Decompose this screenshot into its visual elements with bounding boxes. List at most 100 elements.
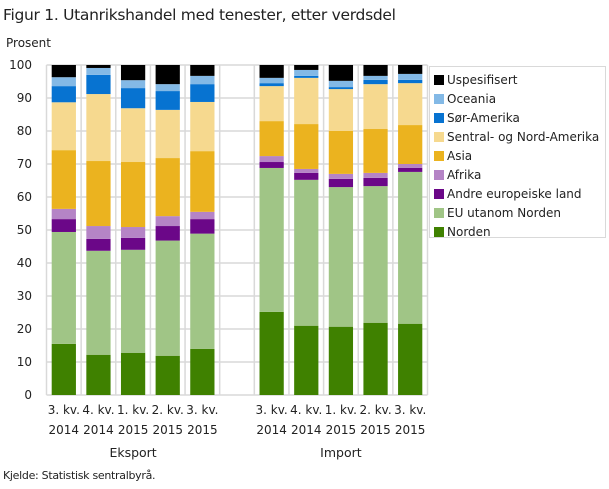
bar-segment-afrika <box>398 164 423 168</box>
bar-segment-asia <box>190 151 215 212</box>
bar-segment-norden <box>86 354 111 395</box>
legend-label: Andre europeiske land <box>447 186 582 201</box>
bar-segment-afrika <box>120 227 146 238</box>
legend: Uspesifisert Oceania Sør-Amerika Sentral- o… <box>429 66 606 241</box>
y-tick-label: 30 <box>17 289 32 303</box>
bar-segment-sentral-og-nord-amerika <box>190 101 215 152</box>
x-tick-label-quarter: 1. kv. <box>117 403 149 417</box>
bar-segment-asia <box>86 161 111 227</box>
bar-segment-andre-europeiske-land <box>86 238 111 251</box>
bar-segment-sentral-og-nord-amerika <box>363 84 388 130</box>
bar-segment-sør-amerika <box>86 74 111 95</box>
bar-segment-sentral-og-nord-amerika <box>294 77 319 125</box>
bar-segment-uspesifisert <box>155 65 180 85</box>
legend-item: Asia <box>430 146 605 165</box>
bar-segment-andre-europeiske-land <box>155 226 180 241</box>
bar-segment-andre-europeiske-land <box>51 219 76 232</box>
bar-segment-uspesifisert <box>259 65 284 78</box>
x-tick-label-quarter: 3. kv. <box>186 403 218 417</box>
legend-item: Uspesifisert <box>430 70 605 89</box>
legend-item: Norden <box>430 222 605 241</box>
y-axis-label: Prosent <box>6 36 51 50</box>
bar-segment-andre-europeiske-land <box>363 177 388 187</box>
bar-segment-afrika <box>190 211 215 220</box>
x-tick-label-quarter: 3. kv. <box>256 403 288 417</box>
x-tick-label-year: 2015 <box>326 423 357 437</box>
bar-segment-sør-amerika <box>120 88 146 109</box>
bars <box>51 65 423 395</box>
legend-label: Oceania <box>447 91 497 106</box>
legend-swatch <box>434 112 444 123</box>
x-tick-label-year: 2015 <box>360 423 391 437</box>
x-tick-label-quarter: 1. kv. <box>325 403 357 417</box>
legend-label: Uspesifisert <box>447 72 518 87</box>
bar-segment-oceania <box>155 84 180 92</box>
bar-segment-eu-utanom-norden <box>190 233 215 349</box>
legend-swatch <box>434 74 444 85</box>
bar-segment-norden <box>398 323 423 395</box>
bar-segment-eu-utanom-norden <box>363 186 388 323</box>
x-tick-label-year: 2014 <box>83 423 114 437</box>
bar-segment-sentral-og-nord-amerika <box>328 89 354 131</box>
x-tick-label-quarter: 2. kv. <box>359 403 391 417</box>
bar-segment-sør-amerika <box>328 87 354 90</box>
bar-segment-sør-amerika <box>51 86 76 103</box>
x-tick-label-year: 2014 <box>256 423 287 437</box>
bar-segment-oceania <box>328 80 354 88</box>
bar-segment-andre-europeiske-land <box>328 178 354 188</box>
bar-segment-andre-europeiske-land <box>398 167 423 172</box>
bar-segment-norden <box>120 352 146 395</box>
y-tick-label: 20 <box>17 322 32 336</box>
y-tick-label: 70 <box>17 157 32 171</box>
bar-segment-sør-amerika <box>259 83 284 87</box>
bar-segment-sentral-og-nord-amerika <box>86 94 111 162</box>
bar-segment-eu-utanom-norden <box>259 167 284 312</box>
legend-label: EU utanom Norden <box>447 205 561 220</box>
x-tick-label-year: 2015 <box>395 423 426 437</box>
bar-segment-norden <box>328 326 354 395</box>
x-tick-label-year: 2015 <box>118 423 149 437</box>
x-tick-label-quarter: 3. kv. <box>48 403 80 417</box>
x-tick-label-quarter: 2. kv. <box>152 403 184 417</box>
x-group-label: Import <box>320 445 362 460</box>
y-tick-label: 60 <box>17 190 32 204</box>
bar-segment-norden <box>155 355 180 395</box>
bar-segment-eu-utanom-norden <box>120 249 146 353</box>
bar-segment-asia <box>155 158 180 217</box>
bar-segment-sør-amerika <box>155 91 180 110</box>
bar-segment-asia <box>398 125 423 164</box>
bar-segment-uspesifisert <box>51 65 76 78</box>
bar-segment-norden <box>51 343 76 395</box>
x-group-label: Eksport <box>109 445 156 460</box>
bar-segment-eu-utanom-norden <box>398 171 423 324</box>
bar-segment-sør-amerika <box>190 84 215 102</box>
bar-segment-uspesifisert <box>294 65 319 70</box>
bar-segment-oceania <box>86 67 111 75</box>
bar-segment-asia <box>120 162 146 228</box>
bar-segment-afrika <box>86 226 111 239</box>
x-tick-label-year: 2014 <box>291 423 322 437</box>
legend-swatch <box>434 207 444 218</box>
legend-label: Sentral- og Nord-Amerika <box>447 129 600 144</box>
bar-segment-afrika <box>328 173 354 179</box>
legend-swatch <box>434 188 444 199</box>
bar-segment-afrika <box>51 208 76 220</box>
x-tick-label-quarter: 3. kv. <box>394 403 426 417</box>
bar-segment-andre-europeiske-land <box>294 172 319 180</box>
legend-item: EU utanom Norden <box>430 203 605 222</box>
bar-segment-uspesifisert <box>86 65 111 68</box>
bar-segment-asia <box>51 150 76 209</box>
bar-segment-oceania <box>51 77 76 87</box>
legend-swatch <box>434 93 444 104</box>
x-tick-label-quarter: 4. kv. <box>82 403 114 417</box>
bar-segment-oceania <box>363 75 388 80</box>
legend-item: Afrika <box>430 165 605 184</box>
bar-segment-afrika <box>155 216 180 227</box>
legend-item: Sentral- og Nord-Amerika <box>430 127 605 146</box>
x-tick-label-year: 2014 <box>49 423 80 437</box>
bar-segment-eu-utanom-norden <box>328 187 354 327</box>
bar-segment-afrika <box>294 168 319 173</box>
bar-segment-eu-utanom-norden <box>155 240 180 356</box>
legend-label: Sør-Amerika <box>447 110 520 125</box>
bar-segment-uspesifisert <box>363 65 388 76</box>
